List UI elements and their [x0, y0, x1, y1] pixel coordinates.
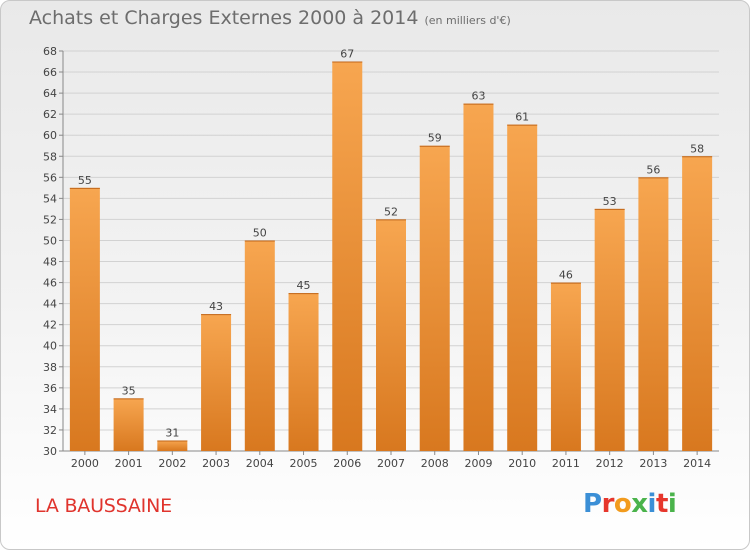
- logo-letter: i: [667, 489, 677, 519]
- logo-letter: P: [583, 489, 602, 519]
- chart-title-text: Achats et Charges Externes 2000 à 2014: [29, 7, 419, 29]
- y-tick-label: 56: [43, 171, 57, 184]
- bar-2014: [682, 156, 713, 451]
- data-label-2000: 55: [78, 174, 92, 187]
- x-tick-label-2005: 2005: [290, 457, 318, 470]
- logo-letter: i: [647, 489, 657, 519]
- data-label-2009: 63: [471, 90, 485, 103]
- data-label-2002: 31: [165, 426, 179, 439]
- y-tick-label: 34: [43, 403, 57, 416]
- y-tick-label: 48: [43, 256, 57, 269]
- chart-title: Achats et Charges Externes 2000 à 2014 (e…: [29, 7, 511, 29]
- y-tick-label: 64: [43, 87, 57, 100]
- x-tick-label-2008: 2008: [421, 457, 449, 470]
- x-tick-label-2013: 2013: [639, 457, 667, 470]
- bar-2000: [69, 187, 100, 451]
- y-tick-label: 36: [43, 382, 57, 395]
- y-tick-label: 62: [43, 108, 57, 121]
- data-label-2010: 61: [515, 111, 529, 124]
- y-tick-label: 38: [43, 361, 57, 374]
- y-tick-label: 42: [43, 319, 57, 332]
- bar-2001: [113, 398, 144, 451]
- x-tick-label-2003: 2003: [202, 457, 230, 470]
- chart-subtitle: (en milliers d'€): [424, 14, 511, 27]
- data-label-2004: 50: [253, 226, 267, 239]
- bar-2010: [507, 124, 538, 452]
- y-tick-label: 40: [43, 340, 57, 353]
- bar-2013: [638, 177, 669, 451]
- data-label-2014: 58: [690, 142, 704, 155]
- y-tick-labels: 30 32 34 36 38 40 42 44 46 48 50 52 54 56 58 60 62 64 66 68: [43, 45, 57, 458]
- y-tick-label: 54: [43, 192, 57, 205]
- y-tick-label: 50: [43, 234, 57, 247]
- data-label-2003: 43: [209, 300, 223, 313]
- y-tick-label: 32: [43, 424, 57, 437]
- data-label-2001: 35: [122, 384, 136, 397]
- bar-2003: [201, 314, 232, 451]
- x-tick-label-2014: 2014: [683, 457, 711, 470]
- y-tick-label: 60: [43, 129, 57, 142]
- logo-letter: x: [631, 489, 648, 519]
- data-label-2012: 53: [603, 195, 617, 208]
- data-label-2007: 52: [384, 205, 398, 218]
- data-label-2006: 67: [340, 48, 354, 61]
- logo-letter: o: [613, 489, 632, 519]
- bars: [69, 61, 713, 452]
- logo-letter: t: [655, 489, 668, 519]
- y-tick-label: 30: [43, 445, 57, 458]
- bar-2002: [157, 440, 188, 451]
- y-tick-label: 66: [43, 66, 57, 79]
- x-tick-label-2001: 2001: [115, 457, 143, 470]
- bar-2004: [244, 240, 275, 451]
- bar-2007: [376, 219, 406, 451]
- proxiti-logo: Proxiti: [583, 489, 677, 519]
- bar-2008: [419, 145, 450, 451]
- data-label-2013: 56: [646, 163, 660, 176]
- x-tick-label-2012: 2012: [596, 457, 624, 470]
- x-tick-label-2006: 2006: [333, 457, 361, 470]
- x-tick-label-2009: 2009: [464, 457, 492, 470]
- x-tick-label-2002: 2002: [158, 457, 186, 470]
- y-tick-label: 52: [43, 213, 57, 226]
- x-tick-label-2011: 2011: [552, 457, 580, 470]
- x-tick-label-2000: 2000: [71, 457, 99, 470]
- y-tick-label: 46: [43, 277, 57, 290]
- data-label-2005: 45: [297, 279, 311, 292]
- y-tick-label: 44: [43, 298, 57, 311]
- bar-2011: [550, 282, 581, 451]
- x-tick-label-2010: 2010: [508, 457, 536, 470]
- data-labels: 55 35 31 43 50 45 67 52 59 63 61 46 53 56 58: [78, 48, 704, 440]
- logo-letter: r: [601, 489, 615, 519]
- bar-2009: [463, 103, 494, 451]
- x-tick-label-2004: 2004: [246, 457, 274, 470]
- y-tick-label: 68: [43, 45, 57, 58]
- y-tick-label: 58: [43, 150, 57, 163]
- x-tick-label-2007: 2007: [377, 457, 405, 470]
- data-label-2008: 59: [428, 132, 442, 145]
- place-name: LA BAUSSAINE: [35, 495, 172, 517]
- x-tick-labels: 2000 2001 2002 2003 2004 2005 2006 2007 2008 2009…: [71, 457, 711, 470]
- bar-2012: [594, 208, 625, 451]
- bar-2006: [332, 61, 363, 452]
- data-label-2011: 46: [559, 269, 573, 282]
- bar-2005: [288, 293, 319, 451]
